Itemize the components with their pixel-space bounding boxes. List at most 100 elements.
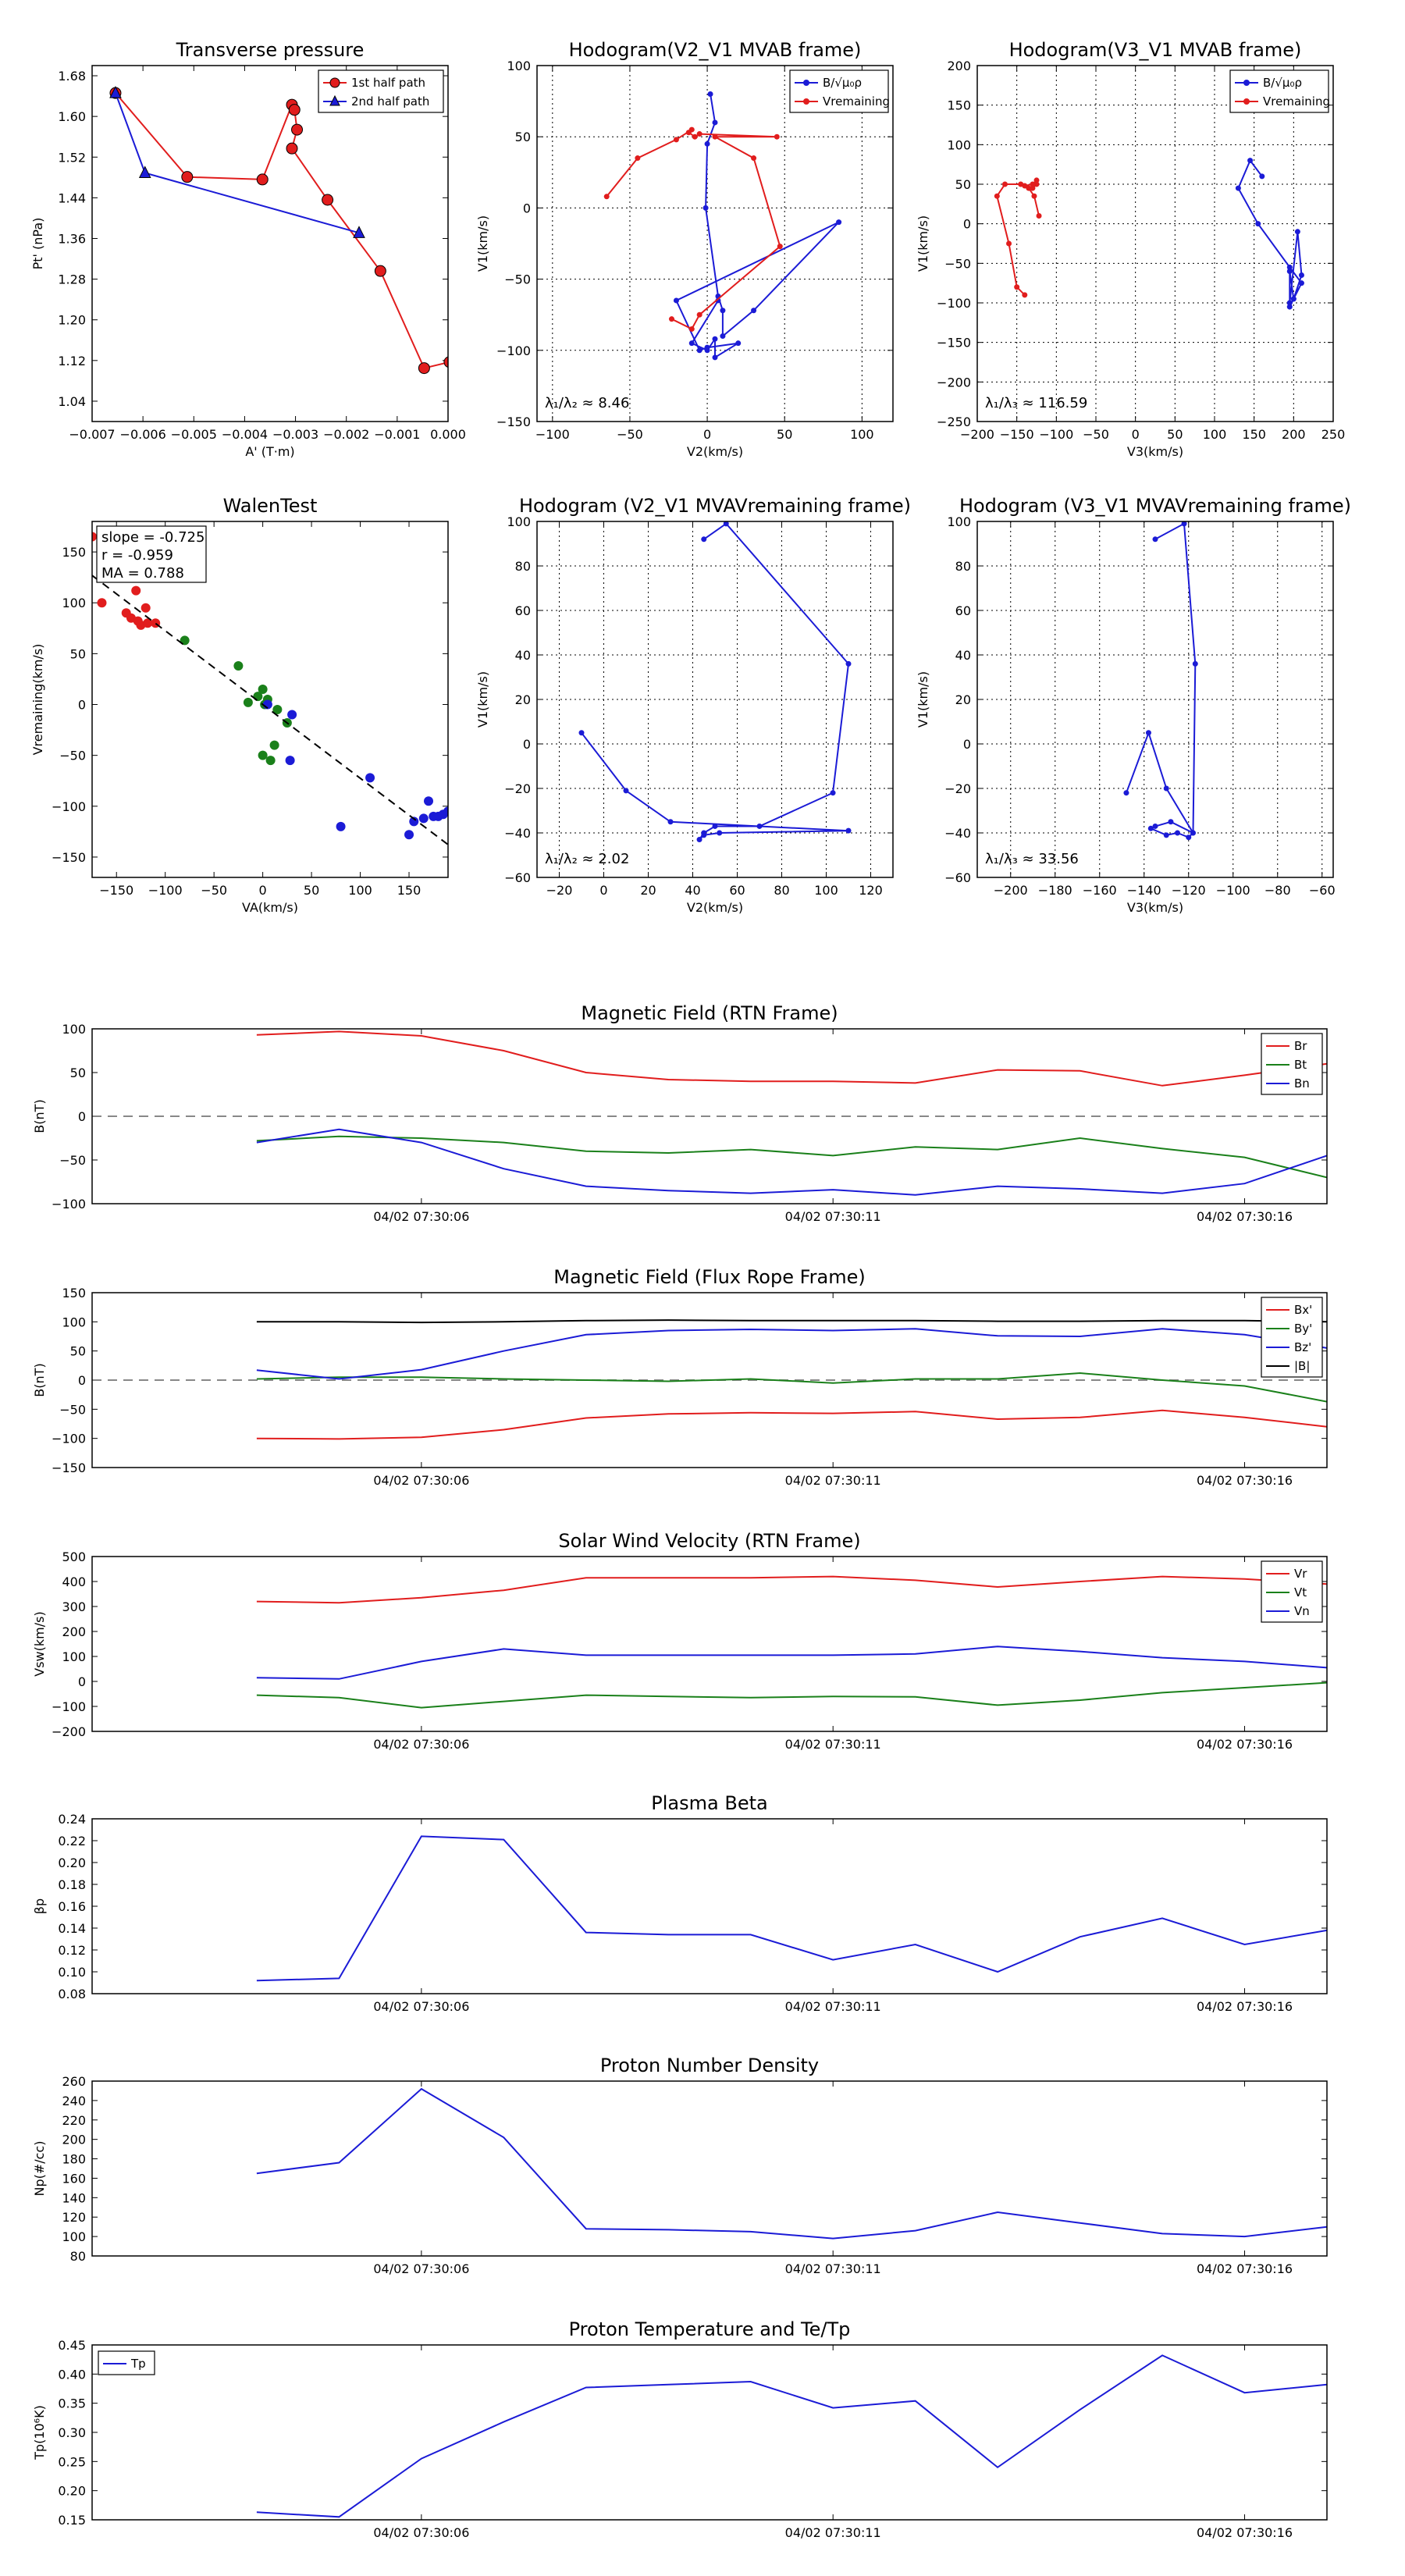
data-point xyxy=(97,598,107,608)
chart-walen: WalenTest −150 −100 −50 0 50 100 150 −150 −100 −50… xyxy=(30,495,449,915)
y-tick-label: 1.68 xyxy=(58,69,86,84)
x-tick-label: 04/02 07:30:16 xyxy=(1197,1473,1293,1488)
y-tick-label: 200 xyxy=(947,59,971,73)
data-point xyxy=(696,347,702,354)
data-point xyxy=(1247,158,1254,164)
y-tick-label: −100 xyxy=(937,296,971,311)
chart-h2: Hodogram(V3_V1 MVAB frame)−250−200−150−1… xyxy=(916,39,1345,459)
plot-area xyxy=(1123,521,1198,841)
x-tick-label: 04/02 07:30:06 xyxy=(373,1999,469,2014)
x-tick-label: −200 xyxy=(994,883,1028,898)
y-tick-label: −100 xyxy=(52,1699,86,1714)
series-line-B xyxy=(581,522,850,841)
x-axis-label: V3(km/s) xyxy=(1127,900,1183,915)
data-point xyxy=(374,265,386,277)
y-tick-label: 150 xyxy=(62,1286,86,1300)
y-tick-label: 40 xyxy=(955,648,971,663)
y-tick-label: 50 xyxy=(955,177,971,192)
y-tick-label: 80 xyxy=(70,2249,86,2264)
y-tick-label: 0 xyxy=(523,201,531,215)
plot-area xyxy=(109,86,448,375)
chart-vsw: Solar Wind Velocity (RTN Frame) −200 −100 0… xyxy=(32,1530,1328,1752)
plot-area xyxy=(603,91,842,361)
plot-area xyxy=(256,1575,1327,1709)
y-tick-label: 0.10 xyxy=(58,1965,86,1980)
data-point xyxy=(288,104,301,116)
legend-marker xyxy=(329,94,340,106)
y-tick-label: 180 xyxy=(62,2152,86,2167)
y-tick-label: 0.15 xyxy=(58,2513,86,2528)
y-tick-label: 400 xyxy=(62,1574,86,1589)
y-tick-label: −50 xyxy=(59,1153,86,1168)
x-tick-label: 0 xyxy=(1132,427,1140,442)
data-point xyxy=(704,141,710,147)
x-tick-label: 50 xyxy=(1167,427,1183,442)
data-point xyxy=(673,137,679,143)
data-point xyxy=(1031,193,1037,199)
data-point xyxy=(845,827,852,834)
data-point xyxy=(712,354,718,361)
plot-area xyxy=(256,2087,1327,2240)
data-point xyxy=(322,194,334,206)
chart-h4: Hodogram (V3_V1 MVAVremaining frame) −60 −… xyxy=(916,495,1351,915)
data-point xyxy=(1026,185,1032,191)
x-tick-label: 04/02 07:30:11 xyxy=(785,2261,881,2276)
chart-title: Transverse pressure xyxy=(176,39,365,61)
y-tick-label: 140 xyxy=(62,2190,86,2205)
data-point xyxy=(243,697,253,707)
y-tick-label: 240 xyxy=(62,2094,86,2108)
series-line-B xyxy=(1237,158,1303,308)
y-tick-label: −150 xyxy=(937,336,971,350)
data-point xyxy=(712,823,718,829)
x-tick-label: 04/02 07:30:16 xyxy=(1197,2525,1293,2540)
chart-h3: Hodogram (V2_V1 MVAVremaining frame)−60−… xyxy=(475,495,911,915)
y-tick-label: 1.36 xyxy=(58,231,86,246)
plot-frame xyxy=(91,1556,1328,1732)
chart-np: Proton Number Density 80 100 120 140 160 180 20… xyxy=(32,2055,1328,2276)
ratio-annotation: λ₁/λ₂ ≈ 2.02 xyxy=(545,851,629,867)
y-tick-label: 0.24 xyxy=(58,1812,86,1827)
y-tick-label: 0.30 xyxy=(58,2425,86,2440)
chart-h1: Hodogram(V2_V1 MVAB frame) −150 −100 −50 0 50… xyxy=(475,39,894,459)
x-axis-label: V3(km/s) xyxy=(1127,444,1183,459)
plot-frame xyxy=(91,2080,1328,2257)
x-tick-label: 50 xyxy=(777,427,792,442)
legend-text: Br xyxy=(1294,1039,1307,1053)
y-tick-label: 0.35 xyxy=(58,2396,86,2411)
y-tick-label: 0.14 xyxy=(58,1921,86,1936)
legend-text: By' xyxy=(1294,1322,1312,1336)
data-point xyxy=(836,219,842,226)
x-tick-label: −60 xyxy=(1309,883,1336,898)
series-line-Bz' xyxy=(256,1328,1327,1380)
data-point xyxy=(845,660,852,667)
chart-title: Proton Temperature and Te/Tp xyxy=(569,2318,851,2340)
y-tick-label: 0.18 xyxy=(58,1877,86,1892)
y-tick-label: 80 xyxy=(515,559,531,574)
data-point xyxy=(404,830,414,840)
x-tick-label: −120 xyxy=(1172,883,1206,898)
y-tick-label: 0 xyxy=(78,1674,86,1689)
series-line-Np xyxy=(256,2087,1327,2240)
series-line-Br xyxy=(256,1030,1327,1087)
legend-text: B/√μ₀ρ xyxy=(1263,76,1302,90)
y-tick-label: −100 xyxy=(496,343,531,358)
chart-title: Hodogram (V3_V1 MVAVremaining frame) xyxy=(959,495,1351,517)
series-line-Vn xyxy=(256,1646,1327,1680)
x-tick-label: 250 xyxy=(1321,427,1346,442)
x-tick-label: −20 xyxy=(546,883,573,898)
x-tick-label: 04/02 07:30:11 xyxy=(785,1473,881,1488)
data-point xyxy=(1298,280,1304,286)
plot-frame xyxy=(91,521,449,878)
x-tick-label: 120 xyxy=(859,883,883,898)
y-tick-label: 100 xyxy=(62,596,86,610)
data-point xyxy=(365,773,375,783)
data-point xyxy=(181,171,194,183)
data-point xyxy=(131,585,141,596)
series-line-1st half path xyxy=(115,92,448,369)
data-point xyxy=(256,173,269,186)
y-tick-label: −150 xyxy=(52,1461,86,1475)
plot-area xyxy=(256,1835,1327,1982)
data-point xyxy=(418,813,429,824)
data-point xyxy=(269,740,279,750)
data-point xyxy=(1030,181,1036,187)
